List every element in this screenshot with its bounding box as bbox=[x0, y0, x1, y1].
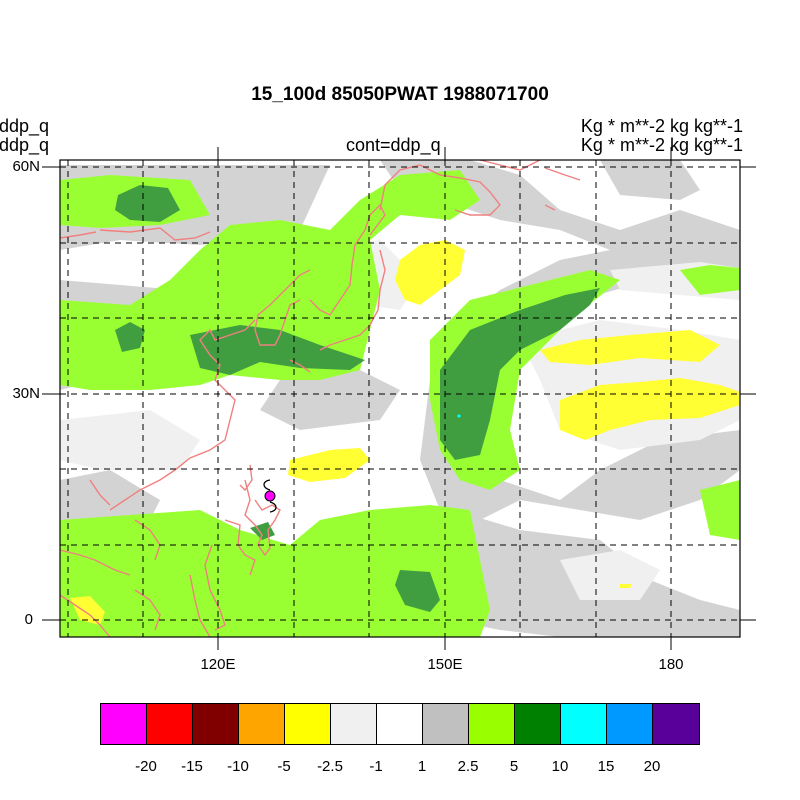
units-label-1: Kg * m**-2 kg kg**-1 bbox=[580, 116, 743, 136]
colorbar-label: -1 bbox=[369, 758, 383, 775]
colorbar-label: -5 bbox=[277, 758, 291, 775]
colorbar-swatch bbox=[653, 704, 699, 744]
colorbar-label: 20 bbox=[643, 758, 661, 775]
colorbar-swatch bbox=[285, 704, 331, 744]
center-marker bbox=[457, 414, 461, 418]
map-gridlines bbox=[60, 160, 740, 637]
colorbar-label: -15 bbox=[181, 758, 203, 775]
dark-green-shading bbox=[115, 185, 600, 612]
colorbar-label: 10 bbox=[551, 758, 569, 775]
colorbar-swatch bbox=[331, 704, 377, 744]
units-label-2: Kg * m**-2 kg kg**-1 bbox=[580, 135, 743, 155]
colorbar-label: -10 bbox=[227, 758, 249, 775]
colorbar-label: 1 bbox=[417, 758, 427, 775]
left-variable-label-2: ddp_q bbox=[0, 135, 50, 155]
contour-label: cont=ddp_q bbox=[346, 135, 441, 155]
map-frame bbox=[59, 159, 741, 638]
shading-field bbox=[60, 160, 740, 637]
colorbar-swatch bbox=[101, 704, 147, 744]
lat-label-0: 0 bbox=[24, 611, 33, 628]
colorbar-swatch bbox=[377, 704, 423, 744]
colorbar-swatch bbox=[561, 704, 607, 744]
lon-label-150e: 150E bbox=[427, 656, 463, 673]
colorbar-swatch bbox=[239, 704, 285, 744]
lon-label-120e: 120E bbox=[200, 656, 236, 673]
colorbar-swatch bbox=[515, 704, 561, 744]
map-title: 15_100d 85050PWAT 1988071700 bbox=[251, 84, 549, 105]
coastlines bbox=[60, 160, 581, 637]
colorbar-label: -2.5 bbox=[317, 758, 343, 775]
colorbar-label: 5 bbox=[509, 758, 519, 775]
colorbar-swatch bbox=[193, 704, 239, 744]
colorbar-swatch bbox=[469, 704, 515, 744]
colorbar-swatch bbox=[607, 704, 653, 744]
lat-label-60n: 60N bbox=[12, 158, 40, 175]
axis-ticks bbox=[42, 147, 756, 650]
typhoon-symbol bbox=[263, 479, 277, 513]
colorbar-label: -20 bbox=[135, 758, 157, 775]
colorbar-label: 15 bbox=[597, 758, 615, 775]
colorbar-label: 2.5 bbox=[457, 758, 479, 775]
colorbar-swatch bbox=[423, 704, 469, 744]
lat-label-30n: 30N bbox=[12, 385, 40, 402]
colorbar bbox=[100, 703, 700, 745]
colorbar-swatch bbox=[147, 704, 193, 744]
lon-label-180: 180 bbox=[658, 656, 684, 673]
left-variable-label-1: ddp_q bbox=[0, 116, 50, 136]
